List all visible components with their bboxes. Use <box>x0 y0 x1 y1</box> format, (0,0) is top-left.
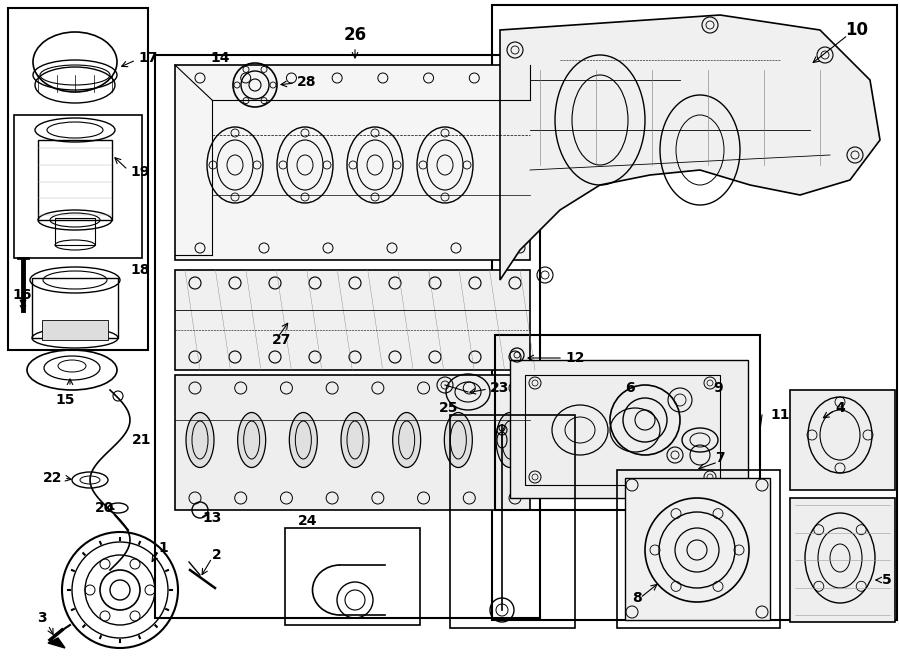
Text: 10: 10 <box>845 21 868 39</box>
Polygon shape <box>175 375 530 510</box>
Text: 22: 22 <box>42 471 62 485</box>
Bar <box>617 470 780 628</box>
Polygon shape <box>48 638 65 648</box>
Text: 24: 24 <box>298 514 318 528</box>
Bar <box>55 218 95 245</box>
Text: 11: 11 <box>770 408 789 422</box>
Text: 26: 26 <box>344 26 366 44</box>
Text: 5: 5 <box>882 573 892 587</box>
Polygon shape <box>500 15 880 280</box>
Text: 18: 18 <box>130 263 149 277</box>
Text: 4: 4 <box>835 401 845 415</box>
Ellipse shape <box>289 412 318 467</box>
Ellipse shape <box>341 412 369 467</box>
Text: 9: 9 <box>713 381 723 395</box>
Polygon shape <box>510 360 748 498</box>
Text: 17: 17 <box>138 51 157 65</box>
Ellipse shape <box>238 412 266 467</box>
Polygon shape <box>175 65 530 260</box>
Bar <box>8 8 148 350</box>
Text: 21: 21 <box>132 433 151 447</box>
Text: 14: 14 <box>210 51 230 65</box>
Text: 28: 28 <box>297 75 317 89</box>
Polygon shape <box>42 320 108 340</box>
Ellipse shape <box>496 412 524 467</box>
Bar <box>14 115 142 258</box>
Bar <box>450 415 575 628</box>
Bar <box>32 278 118 338</box>
Text: 3: 3 <box>37 611 47 625</box>
Ellipse shape <box>186 412 214 467</box>
Polygon shape <box>625 478 770 620</box>
Text: 1: 1 <box>158 541 167 555</box>
Text: 25: 25 <box>438 401 458 415</box>
Text: 6: 6 <box>626 381 634 395</box>
Text: 19: 19 <box>130 165 149 179</box>
Text: 12: 12 <box>565 351 584 365</box>
Text: 23: 23 <box>490 381 509 395</box>
Bar <box>495 335 760 510</box>
Ellipse shape <box>445 412 473 467</box>
Polygon shape <box>175 270 530 370</box>
Text: 8: 8 <box>632 591 642 605</box>
Bar <box>492 5 897 620</box>
Bar <box>285 528 420 625</box>
Text: 13: 13 <box>202 511 221 525</box>
Text: 15: 15 <box>55 393 75 407</box>
Text: 20: 20 <box>95 501 114 515</box>
Text: 16: 16 <box>12 288 32 302</box>
Polygon shape <box>790 498 895 622</box>
Ellipse shape <box>392 412 420 467</box>
Text: 27: 27 <box>272 333 292 347</box>
Bar <box>38 140 112 220</box>
Text: 7: 7 <box>716 451 724 465</box>
Bar <box>525 375 720 485</box>
Polygon shape <box>790 390 895 490</box>
Text: 2: 2 <box>212 548 221 562</box>
